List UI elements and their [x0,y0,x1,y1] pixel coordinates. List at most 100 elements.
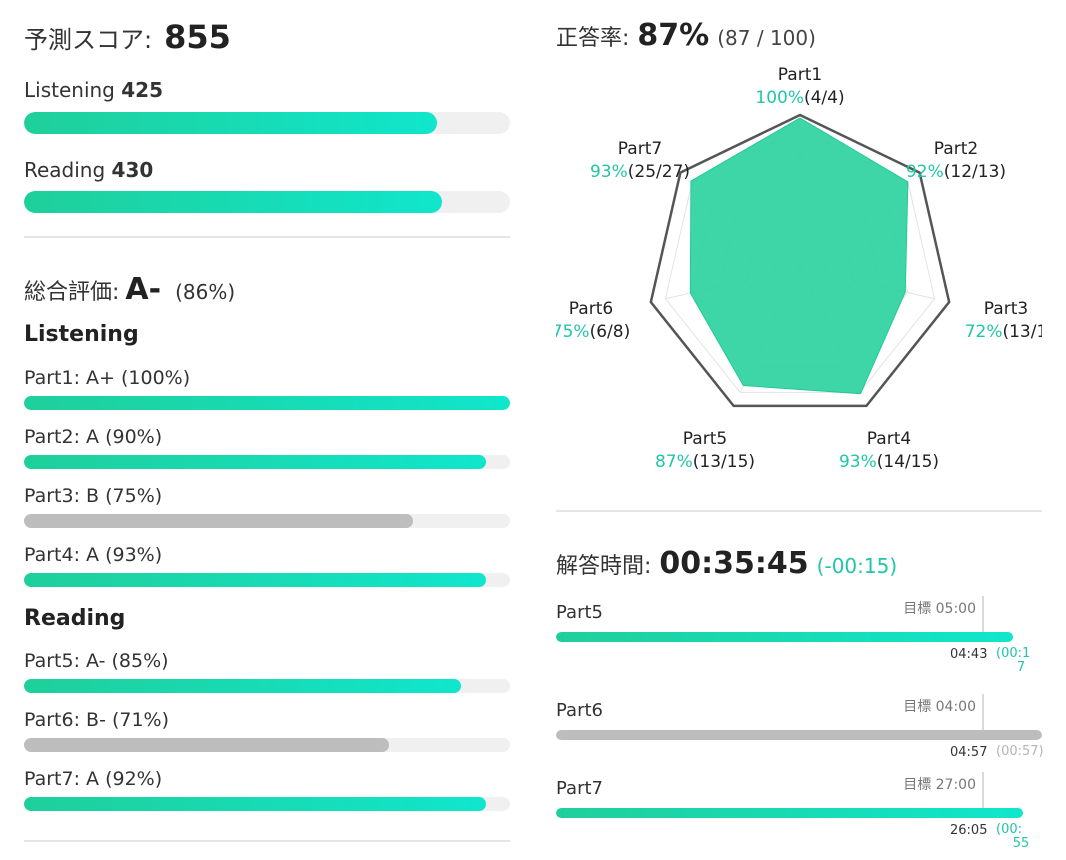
radar-label-part7: Part7 93%(25/27) [570,138,710,184]
overall-grade-value: A- [125,272,162,307]
radar-label-name: Part2 [933,139,979,159]
part-grade-bar [24,514,510,528]
radar-label-name: Part4 [866,429,912,449]
radar-label-value: 92%(12/13) [886,161,1026,184]
accuracy-value: 87% [637,18,710,53]
time-actual: 04:57 [950,745,988,760]
time-part-label: Part5 [556,602,603,623]
radar-label-part4: Part4 93%(14/15) [819,428,959,474]
part-grade-bar [24,455,510,469]
reading-score-value: 430 [111,158,154,182]
time-part-label: Part6 [556,700,603,721]
time-label: 解答時間: [556,554,652,579]
predicted-score-value: 855 [164,18,231,56]
listening-score-bar [24,112,510,134]
listening-score-label: Listening [24,78,115,102]
time-target-line [982,596,984,632]
overall-grade-heading: 総合評価: A- (86%) [24,272,235,307]
radar-label-value: 87%(13/15) [635,451,775,474]
listening-score-row: Listening 425 [24,78,163,102]
radar-label-count: (4/4) [803,88,845,108]
time-target: 目標 27:00 [903,777,976,793]
time-bar [556,730,1042,740]
reading-score-label: Reading [24,158,106,182]
time-diff-open: (00:1 [996,646,1031,661]
time-bar-fill [556,808,1023,818]
radar-label-count: (13/15) [692,452,756,472]
radar-label-count: (6/8) [589,322,631,342]
radar-label-count: (12/13) [943,162,1007,182]
part-grade-bar [24,573,510,587]
accuracy-heading: 正答率: 87% (87 / 100) [556,18,816,53]
time-target: 目標 05:00 [903,601,976,617]
radar-label-percent: 72% [964,322,1003,342]
time-part-label: Part7 [556,778,603,799]
part-grade-fill [24,455,486,469]
part-grade-bar [24,679,510,693]
reading-score-bar [24,191,510,213]
time-bar-fill [556,730,1042,740]
part-grade-label: Part3: B (75%) [24,485,163,507]
radar-label-percent: 75% [556,322,590,342]
part-grade-label: Part5: A- (85%) [24,650,169,672]
part-grade-label: Part4: A (93%) [24,544,163,566]
part-grade-fill [24,738,389,752]
reading-score-fill [24,191,442,213]
radar-grid-ring [664,129,936,393]
part-grade-bar [24,396,510,410]
time-value: 00:35:45 [659,546,809,581]
radar-label-count: (13/1 [1002,322,1042,342]
part-grade-label: Part6: B- (71%) [24,709,170,731]
time-diff-close: 55 [1012,836,1030,851]
time-actual: 04:43 [950,647,988,662]
listening-score-fill [24,112,438,134]
part-grade-fill [24,396,510,410]
time-diff-open: (00:57) [996,744,1044,759]
radar-label-percent: 92% [905,162,944,182]
time-actual: 26:05 [950,823,988,838]
accuracy-detail: (87 / 100) [717,26,816,50]
radar-label-percent: 93% [589,162,628,182]
listening-section-heading: Listening [24,322,139,347]
time-target-line [982,694,984,730]
radar-label-name: Part1 [777,65,823,85]
grade-divider [24,840,510,842]
accuracy-label: 正答率: [556,26,630,51]
predicted-score-label: 予測スコア: [24,26,153,54]
radar-data-area [689,117,909,395]
radar-label-count: (14/15) [876,452,940,472]
radar-svg [649,113,951,408]
radar-label-value: 100%(4/4) [730,87,870,110]
radar-outer-frame [649,113,951,408]
radar-label-percent: 87% [654,452,693,472]
time-bar [556,808,1042,818]
radar-label-part5: Part5 87%(13/15) [635,428,775,474]
time-bar [556,632,1042,642]
radar-label-part3: Part3 72%(13/1 [936,298,1042,344]
radar-label-count: (25/27) [627,162,691,182]
listening-score-value: 425 [121,78,163,102]
overall-grade-label: 総合評価: [24,280,120,305]
part-grade-fill [24,797,486,811]
radar-label-part6: Part6 75%(6/8) [556,298,661,344]
part-grade-label: Part7: A (92%) [24,768,163,790]
radar-label-name: Part6 [568,299,614,319]
part-grade-bar [24,797,510,811]
radar-label-value: 93%(14/15) [819,451,959,474]
time-bar-fill [556,632,1013,642]
part-grade-fill [24,679,462,693]
time-diff: (-00:15) [816,554,898,578]
radar-label-value: 75%(6/8) [556,321,661,344]
time-heading: 解答時間: 00:35:45 (-00:15) [556,546,897,581]
radar-label-name: Part7 [617,139,663,159]
part-grade-label: Part1: A+ (100%) [24,367,191,389]
radar-label-percent: 93% [838,452,877,472]
radar-label-name: Part3 [983,299,1029,319]
accuracy-divider [556,510,1042,512]
radar-label-percent: 100% [755,88,804,108]
radar-label-name: Part5 [682,429,728,449]
part-grade-fill [24,573,486,587]
reading-section-heading: Reading [24,606,126,631]
time-target-line [982,772,984,808]
score-divider [24,236,510,238]
